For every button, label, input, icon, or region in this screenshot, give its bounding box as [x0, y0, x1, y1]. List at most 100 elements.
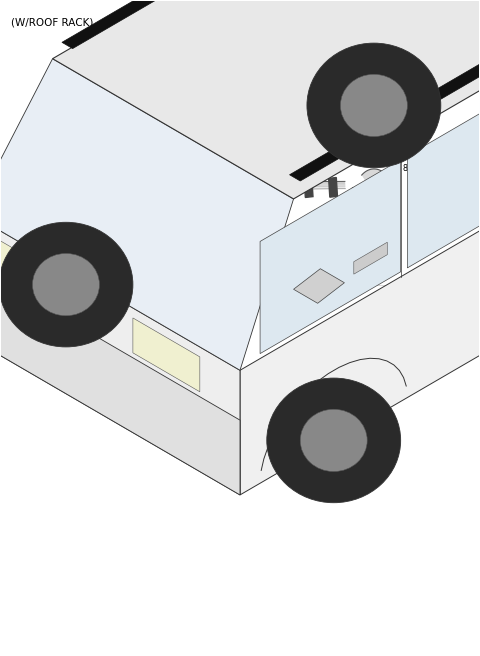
Text: 87271A: 87271A — [235, 231, 266, 240]
Text: 87220C: 87220C — [6, 165, 37, 174]
Polygon shape — [167, 117, 176, 137]
Polygon shape — [338, 53, 348, 73]
Polygon shape — [78, 182, 115, 207]
Polygon shape — [265, 61, 274, 81]
Polygon shape — [0, 264, 240, 495]
Text: 87272A: 87272A — [334, 112, 365, 121]
Text: 87292V: 87292V — [17, 125, 48, 134]
Ellipse shape — [307, 43, 441, 168]
Polygon shape — [62, 0, 474, 49]
Polygon shape — [184, 56, 393, 92]
Text: 87756J: 87756J — [209, 203, 237, 212]
Text: 87295V: 87295V — [403, 133, 434, 141]
Polygon shape — [354, 242, 387, 274]
Text: 1249JL: 1249JL — [209, 194, 236, 203]
Polygon shape — [41, 117, 286, 154]
Text: 87756J: 87756J — [350, 187, 378, 195]
Text: 87361F: 87361F — [403, 154, 432, 162]
Text: 85839C: 85839C — [310, 133, 341, 142]
Text: 87756S: 87756S — [83, 257, 113, 266]
Polygon shape — [206, 18, 255, 54]
Text: 87361H: 87361H — [296, 46, 326, 55]
Polygon shape — [188, 79, 197, 99]
Text: 85839C: 85839C — [124, 197, 155, 206]
Polygon shape — [320, 54, 329, 73]
Text: 1249JL: 1249JL — [189, 125, 216, 134]
Ellipse shape — [33, 253, 99, 316]
Polygon shape — [188, 115, 197, 135]
Polygon shape — [53, 0, 480, 199]
Text: 87291V: 87291V — [78, 191, 109, 199]
Polygon shape — [294, 269, 345, 303]
Text: 85839C: 85839C — [242, 35, 273, 45]
Polygon shape — [329, 178, 337, 197]
Polygon shape — [295, 115, 338, 147]
Polygon shape — [302, 56, 311, 75]
Polygon shape — [209, 73, 218, 93]
Text: 1125GB: 1125GB — [290, 96, 322, 105]
Polygon shape — [289, 0, 480, 181]
Polygon shape — [103, 182, 346, 217]
Polygon shape — [148, 120, 157, 140]
Polygon shape — [261, 179, 270, 199]
Polygon shape — [283, 178, 291, 198]
Polygon shape — [0, 58, 294, 370]
Polygon shape — [46, 140, 55, 160]
Polygon shape — [218, 183, 228, 203]
Polygon shape — [41, 113, 80, 140]
Text: (W/ROOF RACK): (W/ROOF RACK) — [11, 17, 94, 27]
Text: 84335A: 84335A — [409, 62, 440, 71]
Polygon shape — [154, 194, 163, 213]
Text: 87296V: 87296V — [296, 37, 326, 46]
Polygon shape — [384, 120, 422, 156]
Polygon shape — [408, 66, 480, 268]
Polygon shape — [0, 209, 12, 283]
Ellipse shape — [300, 409, 367, 472]
Polygon shape — [176, 190, 184, 209]
Text: 87210A: 87210A — [33, 245, 64, 254]
Text: 1125GB: 1125GB — [350, 196, 382, 205]
Polygon shape — [283, 58, 292, 77]
Text: 87756S: 87756S — [36, 171, 67, 179]
Ellipse shape — [267, 378, 401, 502]
Polygon shape — [247, 113, 256, 133]
Polygon shape — [133, 318, 200, 392]
Ellipse shape — [0, 222, 133, 347]
Polygon shape — [365, 37, 407, 72]
Polygon shape — [228, 113, 238, 133]
Ellipse shape — [340, 74, 408, 136]
Text: 87272A: 87272A — [288, 106, 319, 115]
Polygon shape — [108, 127, 117, 146]
Polygon shape — [127, 123, 135, 143]
Polygon shape — [246, 64, 255, 84]
Text: 1125GB: 1125GB — [338, 102, 371, 112]
Polygon shape — [207, 114, 216, 134]
Text: 1243AB ▸: 1243AB ▸ — [74, 267, 112, 276]
Text: 84335A: 84335A — [403, 164, 433, 173]
Polygon shape — [0, 215, 240, 495]
Polygon shape — [260, 159, 401, 354]
Text: 1249EB: 1249EB — [114, 144, 145, 152]
Polygon shape — [378, 52, 387, 72]
Polygon shape — [133, 198, 142, 218]
Polygon shape — [240, 58, 480, 495]
Polygon shape — [228, 68, 237, 89]
Polygon shape — [240, 181, 249, 201]
Text: 1243DE: 1243DE — [153, 218, 184, 227]
Text: 86735K: 86735K — [270, 87, 300, 96]
Polygon shape — [0, 0, 480, 339]
Text: 86839: 86839 — [403, 144, 428, 152]
Polygon shape — [108, 203, 117, 223]
Polygon shape — [304, 178, 313, 197]
Polygon shape — [68, 135, 77, 155]
Polygon shape — [19, 150, 48, 173]
Polygon shape — [357, 52, 366, 72]
Polygon shape — [86, 131, 95, 151]
Polygon shape — [84, 235, 117, 260]
Polygon shape — [362, 169, 393, 202]
Text: 87756J: 87756J — [276, 76, 303, 85]
Text: 1243AB▸: 1243AB▸ — [30, 180, 65, 188]
Polygon shape — [197, 186, 206, 206]
Text: 85839C: 85839C — [63, 131, 94, 139]
Polygon shape — [269, 113, 277, 133]
